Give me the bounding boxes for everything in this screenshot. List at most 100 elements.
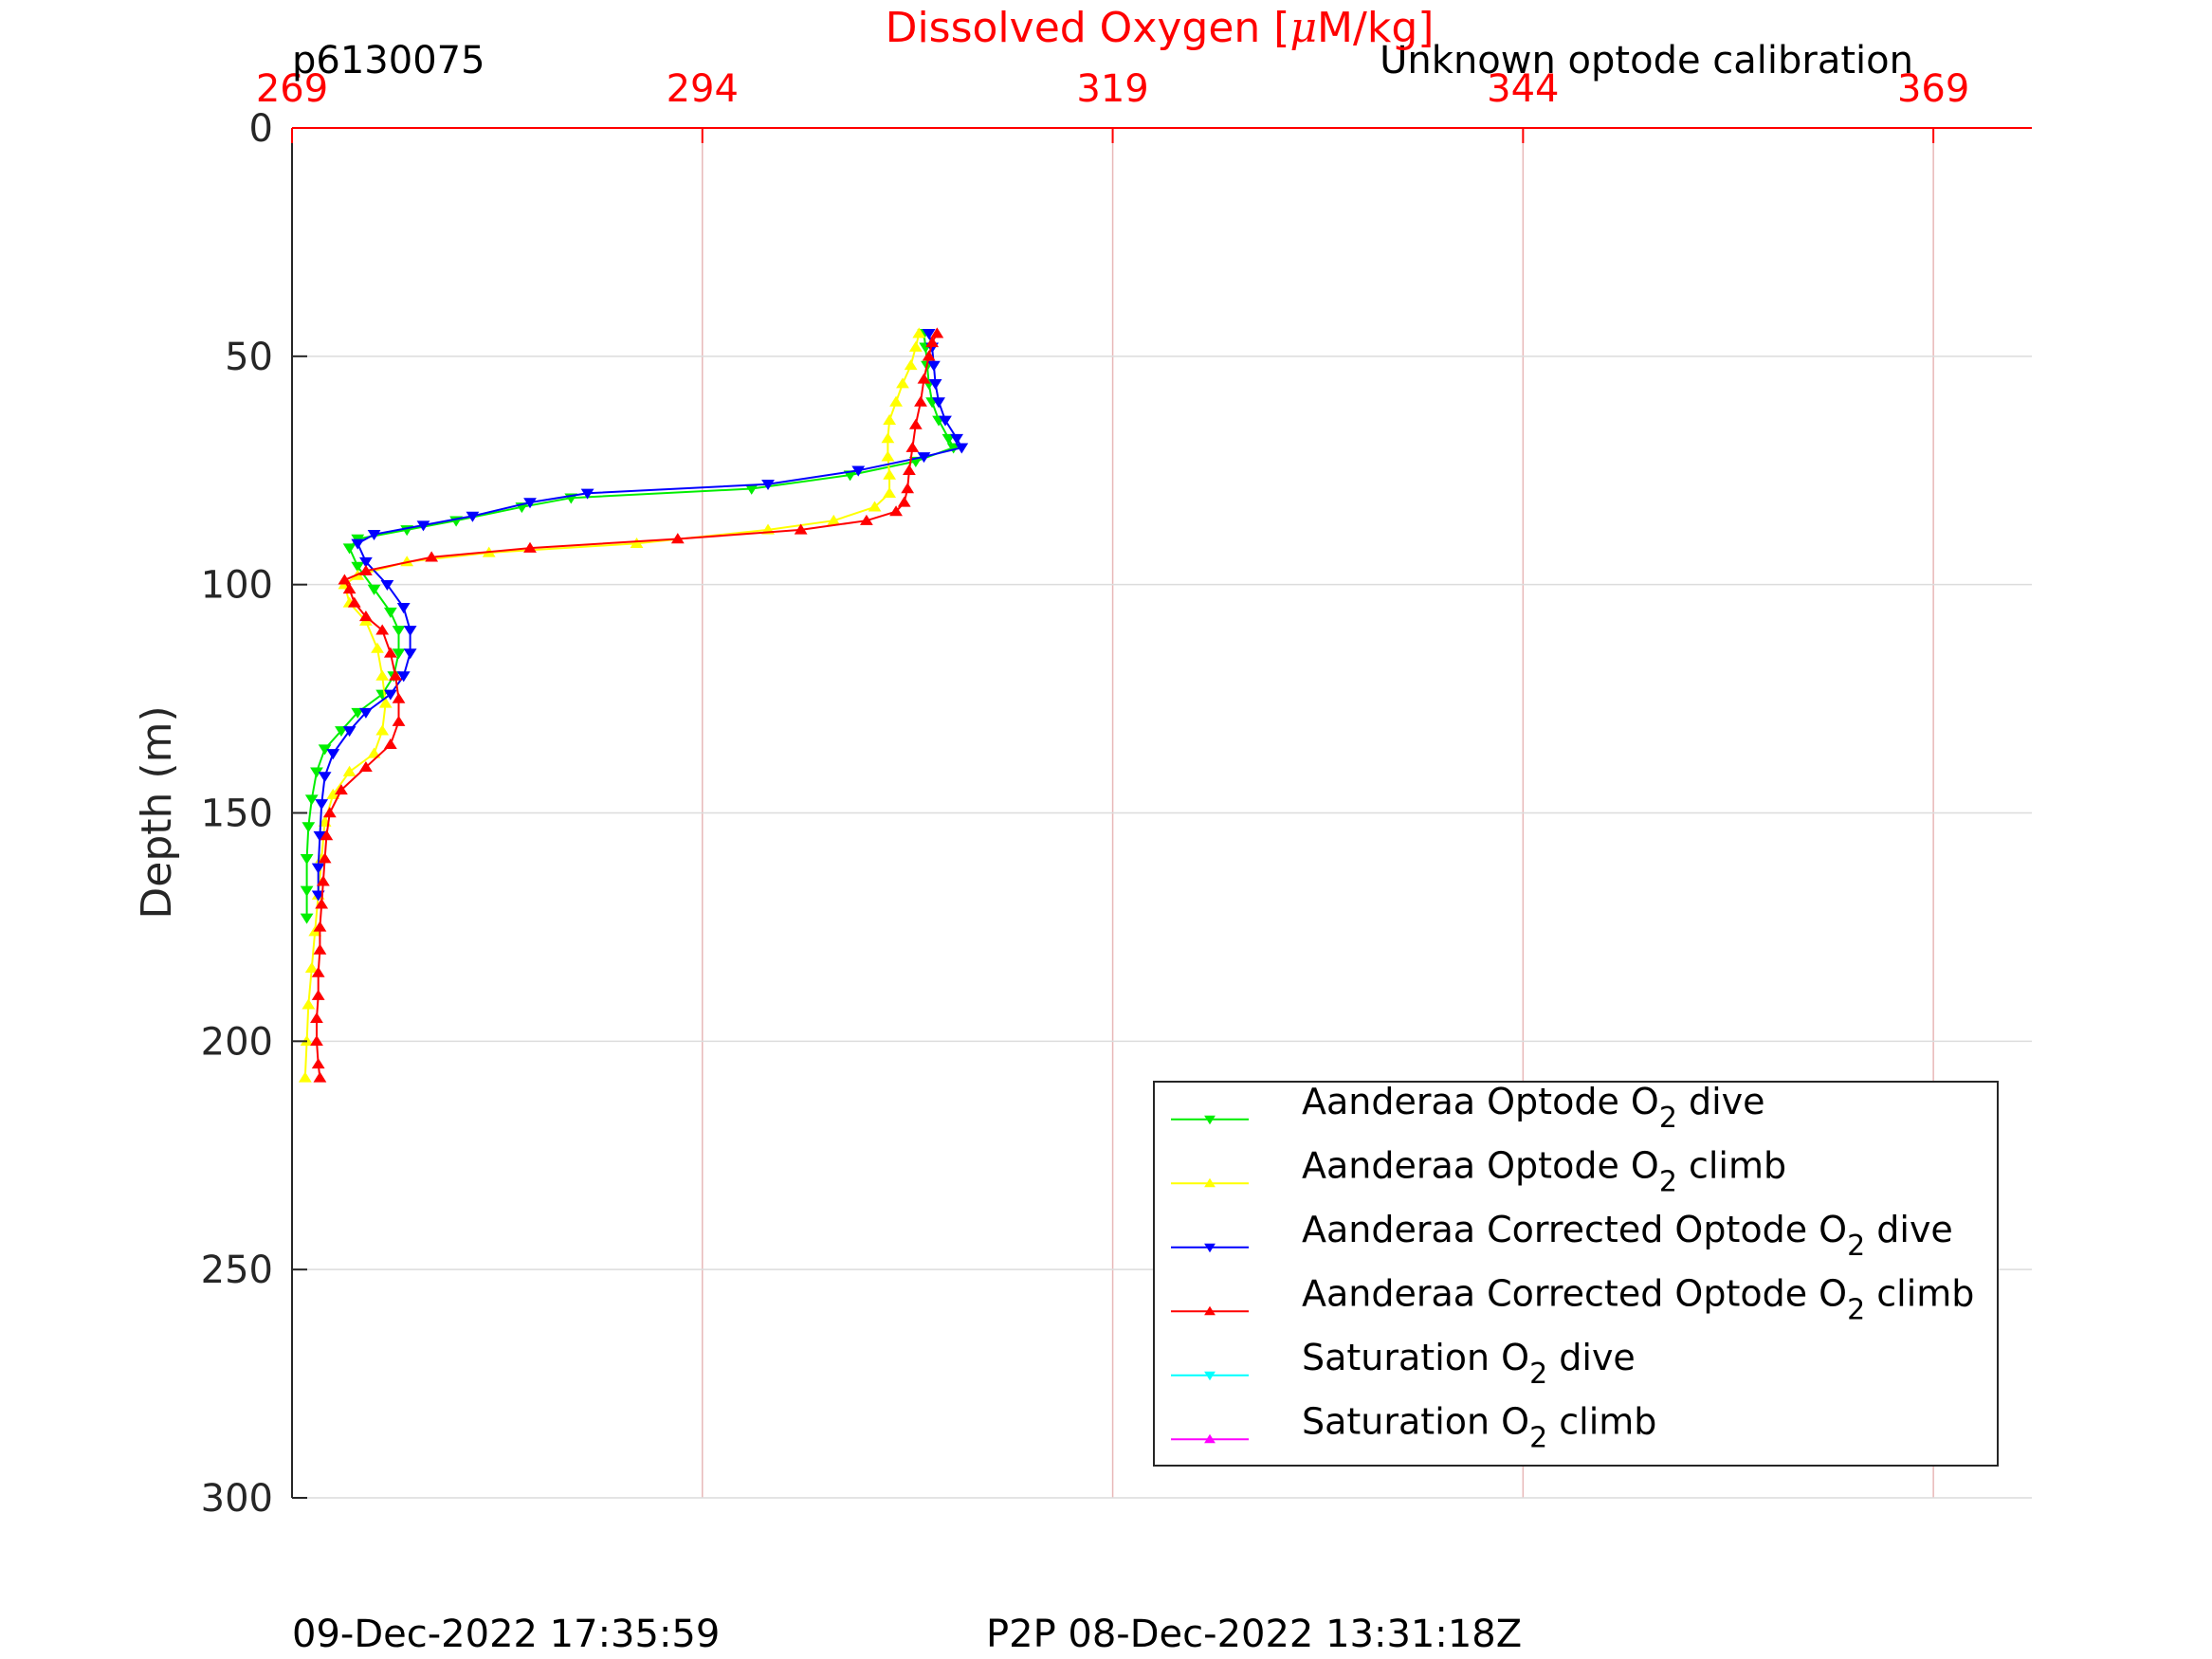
data-point [425, 551, 439, 562]
data-point [320, 830, 334, 841]
data-point [908, 418, 923, 429]
data-point [371, 642, 384, 653]
data-point [930, 327, 944, 338]
x-tick-label: 319 [1076, 67, 1148, 111]
legend-label-tail: climb [1677, 1144, 1786, 1186]
data-point [311, 863, 325, 874]
data-point [351, 561, 365, 573]
legend-marker [1204, 1433, 1216, 1444]
data-point [917, 373, 931, 384]
legend-marker [1204, 1115, 1216, 1125]
data-series [298, 327, 969, 1083]
data-point [302, 998, 316, 1010]
data-point [901, 483, 915, 494]
y-tick-label: 300 [201, 1477, 273, 1521]
legend-label: Saturation O2 dive [1302, 1337, 1636, 1391]
data-point [375, 724, 390, 736]
legend-label-main: Saturation O [1302, 1400, 1529, 1442]
data-point [794, 523, 808, 535]
x-axis-title: Dissolved Oxygen [μM/kg] [886, 4, 1435, 52]
legend-label: Saturation O2 climb [1302, 1400, 1656, 1454]
data-point [316, 875, 330, 886]
data-point [311, 966, 325, 977]
y-tick-label: 0 [249, 107, 273, 151]
data-point [310, 1012, 323, 1023]
x-tick-label: 369 [1897, 67, 1969, 111]
legend-label: Aanderaa Corrected Optode O2 dive [1302, 1209, 1953, 1263]
data-point [904, 359, 918, 371]
data-point [326, 749, 340, 760]
data-point [670, 533, 685, 544]
y-tick-label: 100 [201, 564, 273, 608]
data-point [868, 501, 882, 512]
legend-marker [1204, 1305, 1216, 1316]
x-tick-label: 269 [256, 67, 328, 111]
data-point [367, 584, 381, 595]
data-point [335, 726, 348, 738]
p2p-timestamp: P2P 08-Dec-2022 13:31:18Z [986, 1613, 1522, 1656]
data-point [358, 611, 373, 622]
data-point [932, 397, 945, 409]
data-point [298, 1071, 312, 1083]
data-point [396, 671, 411, 683]
x-axis-title-prefix: Dissolved Oxygen [ [886, 4, 1290, 52]
legend-label-sub: 2 [1529, 1421, 1547, 1454]
data-point [383, 607, 397, 618]
legend-entry: Saturation O2 dive [1171, 1337, 1636, 1391]
data-point [922, 350, 936, 361]
legend-label-tail: climb [1865, 1272, 1974, 1314]
legend-entry: Aanderaa Optode O2 dive [1171, 1081, 1765, 1135]
data-point [922, 329, 936, 340]
data-point [941, 433, 956, 445]
data-point [335, 784, 348, 795]
legend-label-sub: 2 [1659, 1165, 1677, 1198]
legend-label-sub: 2 [1659, 1102, 1677, 1135]
data-point [300, 885, 314, 897]
data-point [342, 726, 356, 738]
data-point [315, 799, 329, 811]
data-point [304, 961, 319, 973]
data-point [342, 765, 356, 776]
series-3 [310, 327, 944, 1083]
legend-label-main: Aanderaa Corrected Optode O [1302, 1272, 1847, 1314]
y-tick-label: 200 [201, 1020, 273, 1064]
data-point [358, 556, 373, 568]
data-point [955, 443, 969, 454]
data-point [889, 505, 903, 517]
plot-timestamp: 09-Dec-2022 17:35:59 [292, 1613, 720, 1656]
data-point [383, 647, 397, 658]
data-point [315, 898, 329, 909]
data-point [523, 541, 537, 553]
data-point [403, 648, 417, 660]
legend-entry: Aanderaa Corrected Optode O2 climb [1171, 1272, 1974, 1326]
legend-marker [1204, 1371, 1216, 1381]
data-point [416, 520, 430, 532]
calibration-note: Unknown optode calibration [1380, 39, 1913, 82]
data-point [318, 772, 332, 783]
data-point [403, 626, 417, 637]
data-point [908, 340, 923, 352]
data-point [311, 1058, 325, 1069]
data-point [322, 807, 337, 818]
data-point [358, 760, 373, 773]
data-point [351, 707, 365, 719]
data-point [300, 853, 314, 866]
legend-label-tail: dive [1865, 1209, 1953, 1250]
data-point [342, 583, 356, 594]
data-point [311, 890, 325, 902]
legend-marker [1204, 1243, 1216, 1253]
data-point [383, 738, 397, 749]
legend-label-main: Saturation O [1302, 1337, 1529, 1378]
legend-label-sub: 2 [1847, 1230, 1865, 1263]
data-point [396, 603, 411, 614]
data-point [859, 514, 873, 525]
x-tick-label: 344 [1487, 67, 1559, 111]
data-point [896, 377, 909, 389]
data-point [342, 543, 356, 555]
data-point [375, 624, 390, 635]
legend-label-main: Aanderaa Optode O [1302, 1144, 1659, 1186]
legend-marker [1204, 1177, 1216, 1188]
y-tick-label: 250 [201, 1249, 273, 1292]
legend-label-main: Aanderaa Optode O [1302, 1081, 1659, 1122]
